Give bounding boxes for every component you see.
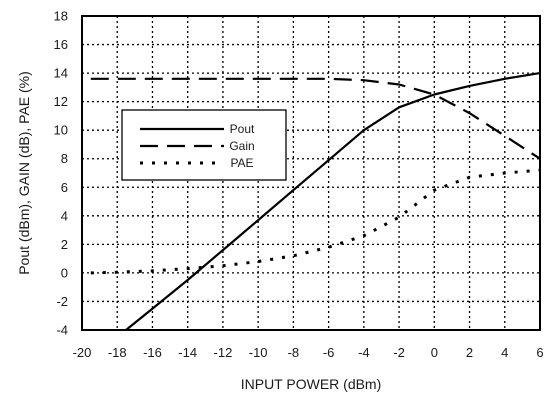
y-axis-title: Pout (dBm), GAIN (dB), PAE (%) — [16, 71, 32, 275]
y-tick-label: -4 — [56, 323, 68, 338]
x-tick-label: -20 — [73, 345, 92, 360]
plot-frame — [81, 15, 541, 331]
legend-label-gain: Gain — [229, 139, 254, 153]
x-tick-label: -2 — [393, 345, 405, 360]
x-tick-label: -10 — [249, 345, 268, 360]
x-tick-label: 4 — [501, 345, 508, 360]
x-tick-label: -6 — [323, 345, 335, 360]
x-tick-label: -14 — [178, 345, 197, 360]
y-tick-label: 6 — [61, 180, 68, 195]
tick-labels: -20 -18 -16 -14 -12 -10 -8 -6 -4 -2 0 2 4 6-4-2024681… — [54, 9, 544, 361]
y-tick-label: 4 — [61, 208, 68, 223]
x-tick-label: 0 — [431, 345, 438, 360]
y-tick-label: 10 — [54, 123, 68, 138]
x-tick-label: 6 — [536, 345, 543, 360]
series-line-gain — [90, 77, 541, 160]
x-axis-title: INPUT POWER (dBm) — [241, 376, 382, 392]
grid — [82, 16, 540, 330]
y-tick-label: -2 — [56, 294, 68, 309]
x-tick-label: -18 — [108, 345, 127, 360]
y-tick-label: 16 — [54, 37, 68, 52]
legend-label-pae: PAE — [230, 156, 253, 170]
y-tick-label: 12 — [54, 94, 68, 109]
y-tick-label: 0 — [61, 265, 68, 280]
y-tick-label: 2 — [61, 237, 68, 252]
series-lines — [90, 72, 541, 331]
y-tick-label: 14 — [54, 66, 68, 81]
series-line-pae — [90, 168, 541, 275]
series-line-pout — [125, 72, 541, 331]
x-tick-label: 2 — [466, 345, 473, 360]
y-tick-label: 18 — [54, 9, 68, 24]
legend-label-pout: Pout — [230, 122, 255, 136]
x-tick-label: -12 — [214, 345, 233, 360]
x-tick-label: -8 — [288, 345, 300, 360]
legend: Pout Gain PAE — [121, 109, 287, 181]
x-tick-label: -4 — [358, 345, 370, 360]
x-tick-label: -16 — [143, 345, 162, 360]
y-tick-label: 8 — [61, 151, 68, 166]
